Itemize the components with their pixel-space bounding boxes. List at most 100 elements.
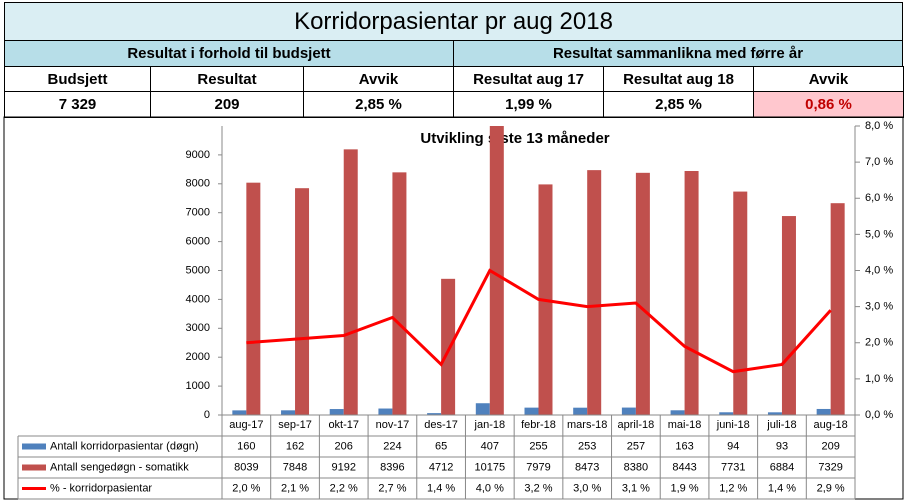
bar — [767, 412, 782, 415]
y2-tick-label: 7,0 % — [865, 156, 893, 168]
bar — [489, 126, 504, 415]
table-value: 163 — [675, 440, 693, 452]
chart-title: Utvikling siste 13 måneder — [420, 130, 609, 147]
legend-label: % - korridorpasientar — [50, 482, 152, 494]
y-tick-label: 2000 — [186, 351, 210, 363]
bar — [378, 408, 393, 415]
table-value: 7731 — [721, 461, 745, 473]
table-value: 257 — [627, 440, 645, 452]
bar — [329, 409, 344, 415]
bar — [781, 216, 796, 415]
table-value: 2,7 % — [378, 482, 406, 494]
y2-tick-label: 3,0 % — [865, 301, 893, 313]
y-tick-label: 4000 — [186, 293, 210, 305]
x-tick-label: jan-18 — [474, 419, 506, 431]
x-tick-label: aug-17 — [229, 419, 263, 431]
bar — [246, 182, 261, 415]
legend-key — [22, 443, 46, 450]
legend-key — [22, 464, 46, 471]
table-value: 160 — [237, 440, 255, 452]
x-tick-label: febr-18 — [521, 419, 556, 431]
bar — [719, 412, 734, 415]
table-value: 224 — [383, 440, 401, 452]
table-value: 93 — [776, 440, 788, 452]
bar — [232, 410, 247, 415]
x-tick-label: mars-18 — [567, 419, 607, 431]
line — [246, 268, 832, 374]
y-tick-label: 8000 — [186, 178, 210, 190]
y2-tick-label: 5,0 % — [865, 228, 893, 240]
table-value: 3,2 % — [524, 482, 552, 494]
table-value: 2,9 % — [817, 482, 845, 494]
x-tick-label: april-18 — [618, 419, 655, 431]
y-tick-label: 1000 — [186, 380, 210, 392]
table-value: 162 — [286, 440, 304, 452]
x-tick-label: nov-17 — [376, 419, 410, 431]
x-tick-label: juli-18 — [766, 419, 796, 431]
table-value: 2,1 % — [281, 482, 309, 494]
table-value: 1,2 % — [719, 482, 747, 494]
x-tick-label: juni-18 — [716, 419, 750, 431]
table-value: 8473 — [575, 461, 599, 473]
table-value: 8443 — [672, 461, 696, 473]
y-tick-label: 3000 — [186, 322, 210, 334]
table-value: 209 — [821, 440, 839, 452]
x-tick-label: okt-17 — [328, 419, 359, 431]
y-tick-label: 5000 — [186, 264, 210, 276]
table-value: 7329 — [818, 461, 842, 473]
table-value: 9192 — [331, 461, 355, 473]
table-value: 8380 — [624, 461, 648, 473]
table-value: 7979 — [526, 461, 550, 473]
x-tick-label: mai-18 — [668, 419, 702, 431]
bar — [524, 407, 539, 415]
table-value: 253 — [578, 440, 596, 452]
bar — [635, 172, 650, 415]
bar — [733, 191, 748, 415]
y-tick-label: 7000 — [186, 207, 210, 219]
bar — [343, 149, 358, 415]
y2-tick-label: 2,0 % — [865, 337, 893, 349]
bar — [587, 170, 602, 415]
y2-tick-label: 6,0 % — [865, 192, 893, 204]
y2-tick-label: 4,0 % — [865, 264, 893, 276]
table-value: 2,0 % — [232, 482, 260, 494]
bar — [441, 278, 456, 415]
y-tick-label: 0 — [204, 409, 210, 421]
bar — [816, 408, 831, 415]
table-value: 6884 — [770, 461, 794, 473]
bar — [670, 410, 685, 415]
table-value: 1,4 % — [427, 482, 455, 494]
bar — [281, 410, 296, 415]
x-tick-label: sep-17 — [278, 419, 312, 431]
y2-tick-label: 1,0 % — [865, 373, 893, 385]
bar — [684, 170, 699, 415]
table-value: 3,1 % — [622, 482, 650, 494]
table-value: 1,9 % — [671, 482, 699, 494]
bar — [427, 413, 442, 415]
table-value: 65 — [435, 440, 447, 452]
bar — [392, 172, 407, 415]
bar — [830, 203, 845, 415]
y-tick-label: 6000 — [186, 236, 210, 248]
bar — [621, 407, 636, 415]
x-tick-label: des-17 — [424, 419, 458, 431]
table-value: 407 — [481, 440, 499, 452]
table-value: 8039 — [234, 461, 258, 473]
page-title: Korridorpasientar pr aug 2018 — [4, 2, 903, 41]
table-value: 206 — [335, 440, 353, 452]
legend-label: Antall sengedøgn - somatikk — [50, 461, 189, 473]
table-value: 1,4 % — [768, 482, 796, 494]
bar — [573, 407, 588, 415]
table-value: 4,0 % — [476, 482, 504, 494]
bar — [475, 403, 490, 415]
group-header: Resultat sammanlikna med førre år — [453, 40, 903, 67]
legend-label: Antall korridorpasientar (døgn) — [50, 440, 199, 452]
table-value: 2,2 % — [330, 482, 358, 494]
y-tick-label: 9000 — [186, 149, 210, 161]
y2-tick-label: 8,0 % — [865, 120, 893, 132]
table-value: 10175 — [475, 461, 506, 473]
table-value: 7848 — [283, 461, 307, 473]
table-value: 255 — [529, 440, 547, 452]
